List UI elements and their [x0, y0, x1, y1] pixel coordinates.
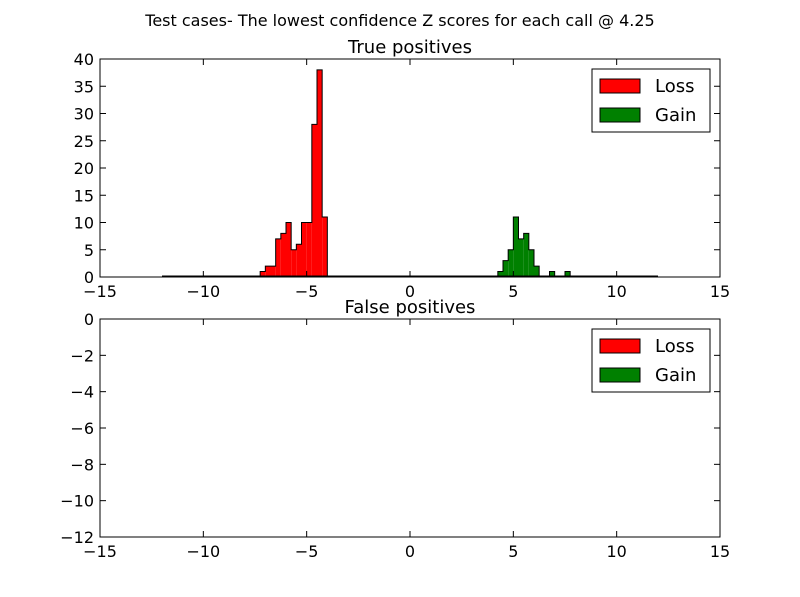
legend-swatch-loss — [599, 338, 641, 354]
legend-swatch-gain — [599, 367, 641, 383]
y-tick-label: 35 — [74, 77, 94, 96]
bar-loss-12 — [322, 217, 328, 277]
bar-gain-2 — [508, 249, 514, 277]
y-tick-label: 25 — [74, 132, 94, 151]
outline-gain — [497, 216, 571, 277]
bar-loss-11 — [317, 69, 323, 278]
bar-gain-1 — [503, 260, 509, 277]
bar-gain-6 — [528, 249, 534, 277]
x-tick-label: 10 — [606, 282, 626, 301]
series-gain — [497, 216, 571, 277]
y-tick-label: −8 — [70, 455, 94, 474]
bar-gain-8 — [549, 271, 555, 277]
bar-loss-10 — [311, 124, 317, 278]
x-tick-label: −5 — [295, 282, 319, 301]
y-tick-label: 10 — [74, 214, 94, 233]
bar-gain-3 — [513, 217, 519, 277]
y-tick-label: −2 — [70, 346, 94, 365]
bar-loss-0 — [260, 271, 266, 277]
x-tick-label: 0 — [405, 282, 415, 301]
legend-label-gain: Gain — [655, 365, 696, 386]
x-tick-label: −10 — [186, 282, 220, 301]
y-tick-label: 5 — [84, 241, 94, 260]
x-tick-label: 5 — [508, 282, 518, 301]
legend-label-gain: Gain — [655, 105, 696, 126]
y-tick-label: −10 — [60, 492, 94, 511]
subplot-title: False positives — [345, 297, 476, 318]
bar-gain-5 — [523, 233, 529, 277]
bar-loss-8 — [301, 222, 307, 277]
bar-loss-9 — [306, 222, 312, 277]
x-tick-label: −15 — [83, 542, 117, 561]
outline-loss — [259, 69, 328, 277]
y-tick-label: −6 — [70, 419, 94, 438]
legend-swatch-gain — [599, 107, 641, 123]
legend-label-loss: Loss — [655, 76, 694, 97]
true-positives-panel: −15 −10 −5 0 5 10 15 0 5 10 15 20 25 30 35 40 True posit… — [74, 37, 731, 301]
y-tick-label: −4 — [70, 383, 94, 402]
y-tick-label: −12 — [60, 528, 94, 547]
bar-gain-0 — [497, 271, 503, 277]
bar-loss-4 — [280, 233, 286, 277]
legend: Loss Gain — [591, 328, 711, 393]
series-loss — [259, 69, 328, 278]
legend-swatch-loss — [599, 78, 641, 94]
bar-loss-3 — [275, 238, 281, 277]
x-tick-label: 15 — [710, 282, 730, 301]
y-tick-label: 30 — [74, 105, 94, 124]
x-tick-label: −5 — [295, 542, 319, 561]
x-tick-label: 10 — [606, 542, 626, 561]
bar-gain-7 — [534, 266, 540, 277]
x-tick-label: −10 — [186, 542, 220, 561]
legend: Loss Gain — [591, 68, 711, 133]
y-tick-label: 0 — [84, 268, 94, 287]
figure-suptitle: Test cases- The lowest confidence Z scor… — [144, 11, 654, 30]
y-tick-label: 40 — [74, 50, 94, 69]
y-tick-label: 20 — [74, 159, 94, 178]
bar-loss-7 — [296, 244, 302, 277]
x-tick-label: 0 — [405, 542, 415, 561]
bar-loss-5 — [286, 222, 292, 277]
bar-loss-2 — [270, 266, 276, 277]
bar-gain-9 — [565, 271, 571, 277]
subplot-title: True positives — [347, 37, 472, 58]
x-tick-label: 5 — [508, 542, 518, 561]
bar-gain-4 — [518, 238, 524, 277]
x-tick-label: 15 — [710, 542, 730, 561]
bar-loss-6 — [291, 249, 297, 277]
x-tick-label: −15 — [83, 282, 117, 301]
y-tick-label: 0 — [84, 310, 94, 329]
bar-loss-1 — [265, 266, 271, 277]
false-positives-panel: −15 −10 −5 0 5 10 15 −12 −10 −8 −6 −4 −2 0 False posit… — [60, 297, 730, 561]
legend-label-loss: Loss — [655, 336, 694, 357]
y-tick-label: 15 — [74, 186, 94, 205]
